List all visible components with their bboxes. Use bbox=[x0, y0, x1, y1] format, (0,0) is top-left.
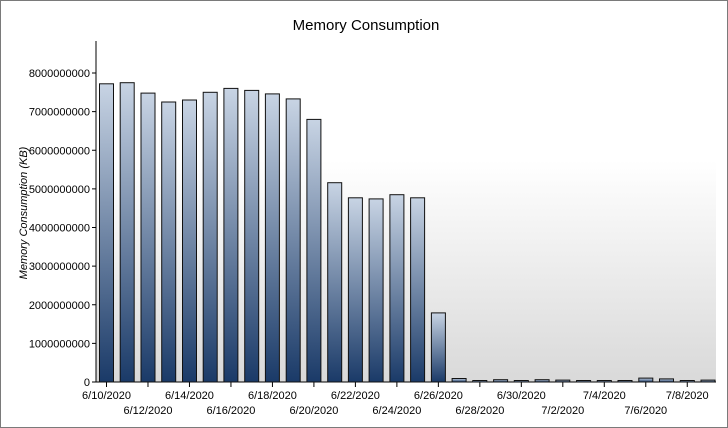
x-tick-label: 6/12/2020 bbox=[124, 405, 173, 417]
bar bbox=[285, 98, 301, 383]
y-tick-label: 2000000000 bbox=[29, 300, 90, 312]
y-tick-label: 4000000000 bbox=[29, 223, 90, 235]
bar bbox=[202, 91, 218, 383]
x-tick-label: 6/24/2020 bbox=[372, 405, 421, 417]
x-tick-label: 6/26/2020 bbox=[414, 390, 463, 402]
y-tick-label: 7000000000 bbox=[29, 107, 90, 119]
bar bbox=[576, 380, 592, 383]
x-tick-label: 7/4/2020 bbox=[583, 390, 626, 402]
bar bbox=[347, 197, 363, 383]
bar bbox=[513, 380, 529, 383]
y-axis-title: Memory Consumption (KB) bbox=[18, 146, 30, 279]
y-tick-label: 8000000000 bbox=[29, 68, 90, 80]
y-tick-label: 5000000000 bbox=[29, 184, 90, 196]
x-tick-label: 7/8/2020 bbox=[666, 390, 709, 402]
bar bbox=[430, 312, 446, 383]
bar-series bbox=[99, 82, 716, 383]
y-tick-label: 6000000000 bbox=[29, 145, 90, 157]
x-tick-label: 6/10/2020 bbox=[82, 390, 131, 402]
bar bbox=[119, 82, 135, 383]
bar bbox=[700, 379, 716, 383]
x-tick-label: 6/20/2020 bbox=[289, 405, 338, 417]
bar bbox=[223, 87, 239, 383]
x-tick-label: 6/16/2020 bbox=[206, 405, 255, 417]
y-tick-label: 1000000000 bbox=[29, 338, 90, 350]
chart-title: Memory Consumption bbox=[293, 17, 440, 34]
x-tick-label: 6/18/2020 bbox=[248, 390, 297, 402]
x-tick-label: 6/22/2020 bbox=[331, 390, 380, 402]
bar bbox=[451, 378, 467, 383]
bar bbox=[555, 379, 571, 383]
bar bbox=[534, 379, 550, 383]
plot-background bbox=[96, 41, 716, 382]
bar bbox=[264, 93, 280, 383]
bar bbox=[182, 99, 197, 383]
bar bbox=[244, 89, 260, 383]
bar bbox=[493, 379, 509, 383]
x-tick-label: 6/14/2020 bbox=[165, 390, 214, 402]
bar bbox=[679, 380, 695, 383]
x-tick-label: 7/2/2020 bbox=[541, 405, 584, 417]
bar bbox=[410, 197, 426, 383]
x-axis: 6/10/2020 6/12/2020 6/14/2020 6/16/2020 6/18… bbox=[82, 381, 716, 417]
y-axis: 0 1000000000 2000000000 3000000000 400000000… bbox=[29, 41, 97, 389]
bar bbox=[161, 101, 177, 383]
x-tick-label: 6/28/2020 bbox=[455, 405, 504, 417]
y-tick-label: 0 bbox=[84, 377, 90, 389]
y-tick-label: 3000000000 bbox=[29, 261, 90, 273]
bar bbox=[140, 92, 156, 383]
bar bbox=[99, 83, 114, 383]
x-tick-label: 6/30/2020 bbox=[497, 390, 546, 402]
x-tick-label: 7/6/2020 bbox=[624, 405, 667, 417]
bar bbox=[368, 198, 384, 383]
bar bbox=[638, 377, 654, 383]
bar bbox=[596, 380, 612, 383]
bar bbox=[389, 194, 405, 383]
bar bbox=[327, 182, 343, 383]
bar bbox=[659, 378, 674, 383]
bar bbox=[617, 380, 633, 383]
bar bbox=[472, 380, 488, 383]
bar bbox=[306, 118, 322, 383]
